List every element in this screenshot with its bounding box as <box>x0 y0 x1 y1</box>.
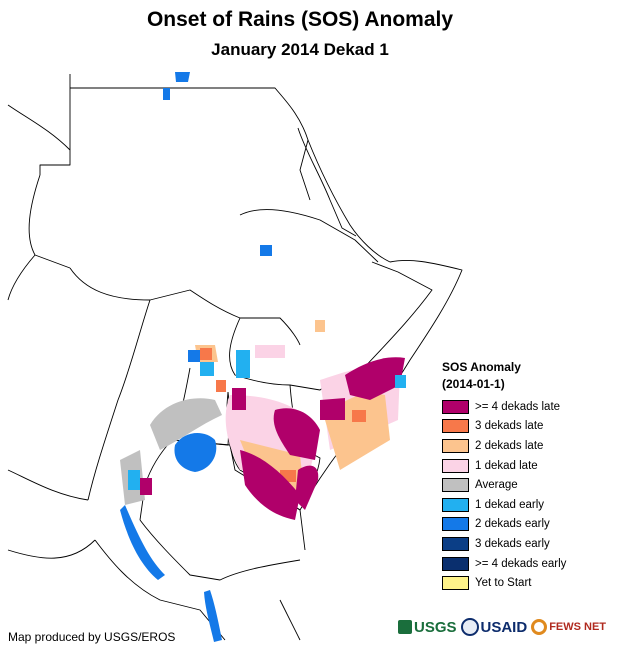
legend-swatch <box>442 399 469 414</box>
legend-label: 1 dekad late <box>475 459 538 472</box>
legend-items: >= 4 dekads late 3 dekads late 2 dekads la… <box>442 397 622 593</box>
patch-2-dekads-early <box>174 433 217 472</box>
patch-4-dekads-late <box>273 408 320 460</box>
legend-item: 1 dekad late <box>442 456 622 476</box>
legend-item: 2 dekads early <box>442 515 622 535</box>
legend-swatch <box>442 438 469 453</box>
legend-swatch <box>442 419 469 434</box>
legend-date: (2014-01-1) <box>442 377 505 391</box>
legend: SOS Anomaly (2014-01-1) >= 4 dekads late… <box>442 360 622 593</box>
patch-4-dekads-late <box>140 478 152 495</box>
patch-1-dekad-early <box>128 470 140 490</box>
legend-swatch <box>442 458 469 473</box>
map-subtitle: January 2014 Dekad 1 <box>211 40 389 59</box>
legend-label: 1 dekad early <box>475 498 545 511</box>
usgs-logo[interactable]: USGS <box>398 619 457 636</box>
legend-label: Average <box>475 479 518 492</box>
legend-label: >= 4 dekads late <box>475 400 561 413</box>
legend-item: 3 dekads late <box>442 417 622 437</box>
legend-item: 3 dekads early <box>442 534 622 554</box>
patch-1-dekad-early <box>200 362 214 376</box>
usaid-logo[interactable]: USAID <box>460 618 528 636</box>
patch-1-dekad-early <box>395 375 406 388</box>
fewsnet-logo[interactable]: FEWS NET <box>531 619 606 635</box>
coastline <box>307 139 391 263</box>
patch-2-dekads-early <box>175 72 190 82</box>
legend-swatch <box>442 497 469 512</box>
legend-swatch <box>442 478 469 493</box>
patch-average <box>150 398 222 450</box>
fewsnet-text: FEWS NET <box>549 621 607 633</box>
patch-4-dekads-late <box>232 388 246 410</box>
usgs-mark-icon <box>398 620 412 634</box>
legend-item: Average <box>442 475 622 495</box>
legend-item: 1 dekad early <box>442 495 622 515</box>
patch-3-dekads-late <box>216 380 226 392</box>
patch-3-dekads-late <box>352 410 366 422</box>
legend-label: 3 dekads late <box>475 420 544 433</box>
patch-1-dekad-late <box>255 345 285 358</box>
patch-2-dekads-early <box>204 590 222 642</box>
patch-4-dekads-late <box>240 450 300 520</box>
legend-label: 2 dekads early <box>475 518 550 531</box>
patch-2-dekads-late <box>315 320 325 332</box>
fewsnet-ring-icon <box>531 619 548 635</box>
legend-item: >= 4 dekads late <box>442 397 622 417</box>
patch-3-dekads-late <box>200 348 212 360</box>
legend-title: SOS Anomaly <box>442 360 521 374</box>
patch-2-dekads-early <box>260 245 272 256</box>
map-title: Onset of Rains (SOS) Anomaly <box>146 8 454 31</box>
patch-2-dekads-early <box>188 350 200 362</box>
patch-4-dekads-late <box>295 465 319 510</box>
legend-swatch <box>442 556 469 571</box>
legend-label: 2 dekads late <box>475 439 544 452</box>
logo-strip: USGS USAID FEWS NET <box>398 612 620 642</box>
usaid-seal-icon <box>460 618 479 636</box>
legend-swatch <box>442 536 469 551</box>
patch-4-dekads-late <box>320 398 345 420</box>
legend-item: Yet to Start <box>442 573 622 593</box>
legend-label: 3 dekads early <box>475 537 550 550</box>
legend-swatch <box>442 576 469 591</box>
legend-label: Yet to Start <box>475 577 532 590</box>
legend-swatch <box>442 517 469 532</box>
patch-1-dekad-early <box>236 350 250 378</box>
patch-2-dekads-early <box>120 505 165 580</box>
usaid-text: USAID <box>480 618 528 636</box>
patch-4-dekads-late <box>345 357 405 400</box>
country-borders <box>7 74 463 641</box>
anomaly-patches <box>120 72 406 642</box>
usgs-text: USGS <box>414 618 457 636</box>
legend-item: 2 dekads late <box>442 436 622 456</box>
legend-item: >= 4 dekads early <box>442 554 622 574</box>
legend-label: >= 4 dekads early <box>475 557 567 570</box>
patch-2-dekads-early <box>163 88 170 100</box>
credit-text: Map produced by USGS/EROS <box>8 630 176 644</box>
